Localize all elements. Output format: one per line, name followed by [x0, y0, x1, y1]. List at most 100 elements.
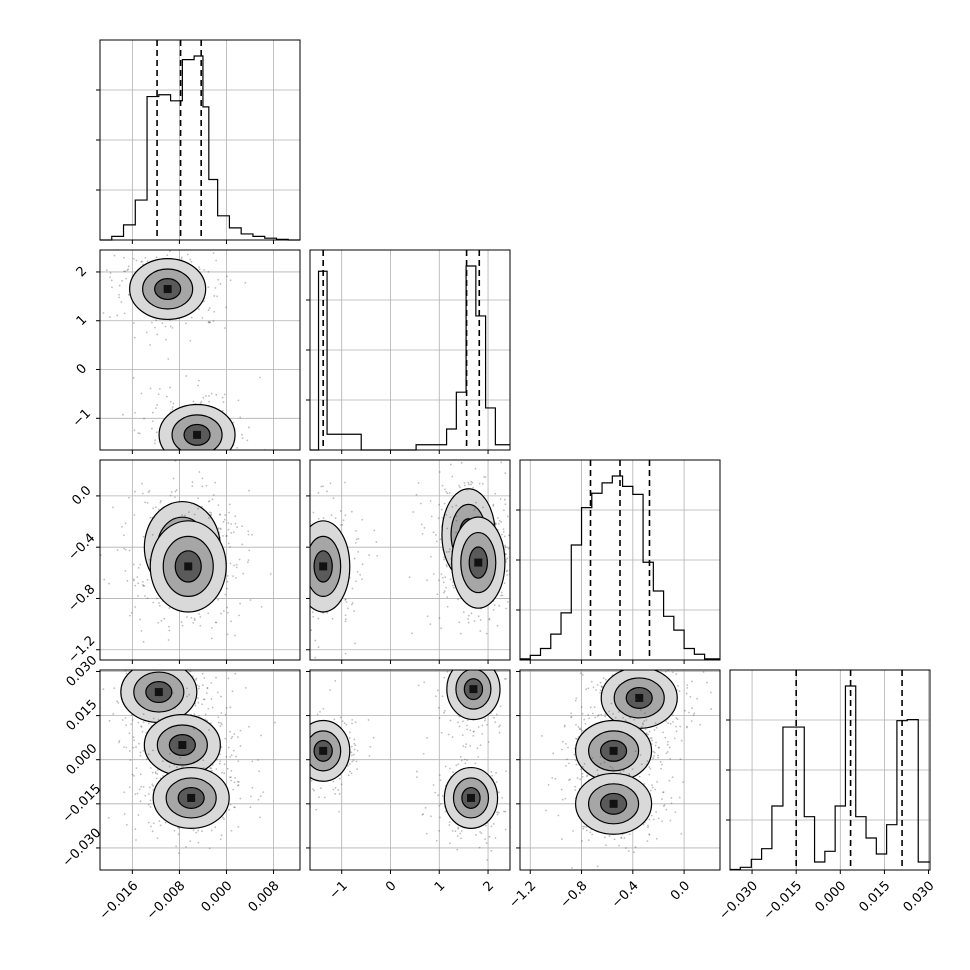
sample-point [152, 749, 154, 752]
sample-point [172, 692, 174, 695]
panel-frame [519, 669, 721, 871]
sample-point [460, 837, 462, 840]
sample-point [506, 601, 509, 603]
sample-point [599, 756, 602, 758]
sample-point [353, 610, 356, 612]
sample-point [192, 242, 194, 244]
sample-point [454, 645, 456, 647]
sample-point [652, 818, 655, 821]
sample-point [158, 229, 160, 231]
density-peak [469, 685, 478, 694]
sample-point [600, 713, 603, 716]
sample-point [332, 788, 335, 791]
sample-point [675, 717, 678, 720]
sample-point [155, 319, 158, 322]
sample-point [454, 662, 456, 664]
sample-point [487, 741, 490, 743]
sample-point [125, 277, 128, 280]
histogram-0 [100, 55, 300, 241]
x-tick-label: 2 [481, 878, 497, 894]
sample-point [200, 456, 202, 458]
sample-point [551, 776, 554, 779]
sample-point [498, 604, 501, 607]
sample-point [175, 677, 178, 680]
sample-point [430, 515, 433, 518]
sample-point [197, 687, 200, 690]
sample-point [312, 788, 314, 791]
sample-point [648, 818, 651, 821]
x-tick-label: 0.000 [199, 878, 236, 915]
sample-point [286, 740, 288, 742]
sample-point [174, 490, 177, 493]
sample-point [186, 451, 188, 453]
sample-point [581, 775, 584, 778]
sample-point [501, 796, 504, 799]
sample-point [155, 256, 158, 259]
sample-point [440, 627, 442, 630]
sample-point [631, 768, 634, 771]
sample-point [351, 587, 354, 590]
sample-point [354, 642, 357, 645]
sample-point [517, 765, 519, 767]
sample-point [142, 580, 144, 583]
sample-point [442, 581, 445, 584]
sample-point [308, 786, 310, 788]
sample-point [304, 783, 306, 785]
sample-point [155, 658, 157, 660]
sample-point [457, 826, 460, 829]
sample-point [259, 795, 262, 798]
sample-point [300, 734, 302, 736]
sample-point [200, 400, 203, 403]
sample-point [437, 517, 440, 520]
sample-point [454, 830, 457, 833]
sample-point [159, 824, 162, 827]
sample-point [138, 236, 140, 238]
y-tick-label: −0.4 [66, 531, 99, 564]
sample-point [438, 804, 441, 807]
sample-point [175, 451, 177, 453]
sample-point [456, 656, 458, 658]
sample-point [612, 769, 615, 772]
sample-point [671, 671, 674, 674]
sample-point [475, 662, 477, 664]
sample-point [296, 785, 298, 787]
sample-point [465, 640, 467, 642]
sample-point [235, 563, 238, 566]
sample-point [158, 820, 161, 822]
sample-point [448, 550, 450, 553]
sample-point [106, 651, 108, 653]
sample-point [479, 619, 482, 621]
sample-point [172, 477, 175, 480]
sample-point [578, 871, 580, 873]
sample-point [449, 516, 452, 519]
sample-point [203, 677, 206, 679]
sample-point [133, 429, 136, 432]
panel-2-1 [271, 459, 511, 664]
sample-point [652, 750, 655, 753]
sample-point [440, 731, 443, 734]
sample-point [222, 520, 225, 523]
sample-point [506, 569, 509, 572]
sample-point [227, 542, 230, 545]
sample-point [423, 527, 426, 529]
sample-point [645, 732, 648, 735]
sample-point [679, 725, 682, 728]
density-peak [193, 430, 202, 439]
sample-point [248, 725, 250, 728]
sample-point [591, 833, 594, 836]
sample-point [485, 842, 488, 845]
sample-point [128, 614, 131, 617]
sample-point [599, 689, 602, 692]
sample-point [302, 594, 304, 596]
sample-point [332, 780, 335, 783]
sample-point [227, 528, 230, 531]
sample-point [194, 704, 197, 707]
sample-point [127, 265, 130, 268]
sample-point [142, 535, 145, 538]
sample-point [165, 411, 167, 413]
sample-point [138, 432, 141, 435]
sample-point [171, 326, 174, 329]
sample-point [158, 467, 160, 469]
sample-point [271, 545, 273, 547]
sample-point [421, 813, 424, 816]
